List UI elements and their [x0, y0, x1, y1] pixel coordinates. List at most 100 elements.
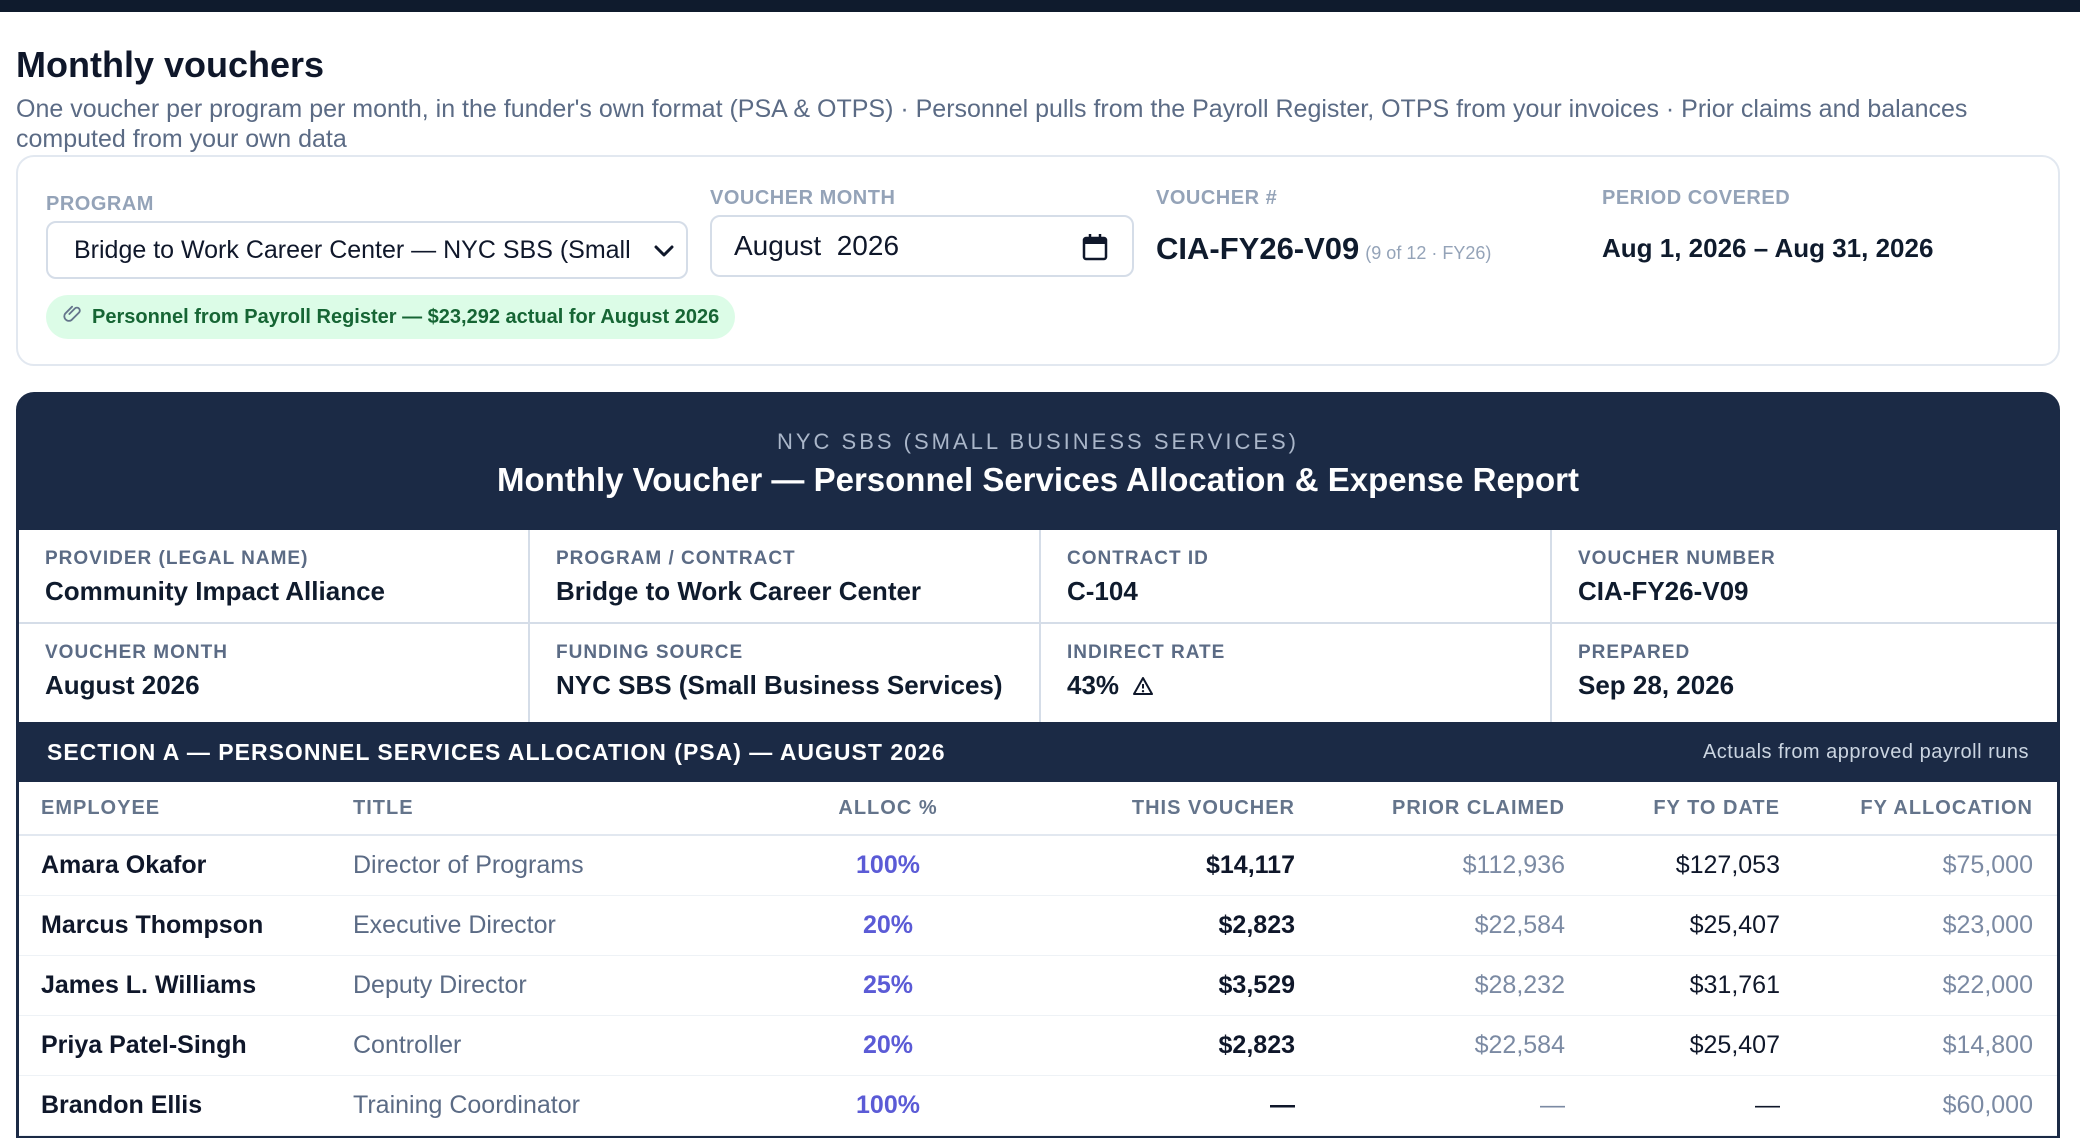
info-value: Bridge to Work Career Center: [556, 576, 922, 606]
fy-allocation-amount: $23,000: [1780, 895, 2057, 956]
voucher-info-grid: PROVIDER (LEGAL NAME) Community Impact A…: [19, 530, 2057, 722]
fy-to-date-amount: $25,407: [1565, 1015, 1780, 1076]
page-title: Monthly vouchers: [16, 44, 325, 85]
voucher-title: Monthly Voucher — Personnel Services All…: [497, 461, 1579, 498]
section-a-header: SECTION A — PERSONNEL SERVICES ALLOCATIO…: [19, 722, 2057, 782]
voucher-sequence: (9 of 12 · FY26): [1365, 243, 1492, 263]
info-provider: PROVIDER (LEGAL NAME) Community Impact A…: [19, 530, 528, 622]
employee-name: James L. Williams: [19, 955, 353, 1016]
info-label: INDIRECT RATE: [1067, 642, 1226, 663]
employee-name: Brandon Ellis: [19, 1075, 353, 1136]
employee-name: Marcus Thompson: [19, 895, 353, 956]
fy-allocation-amount: $75,000: [1780, 835, 2057, 896]
paperclip-icon: [62, 303, 84, 331]
employee-name: Priya Patel-Singh: [19, 1015, 353, 1076]
fy-allocation-amount: $22,000: [1780, 955, 2057, 1016]
employee-title: Training Coordinator: [353, 1075, 813, 1136]
info-label: CONTRACT ID: [1067, 548, 1209, 569]
info-label: PROVIDER (LEGAL NAME): [45, 548, 309, 569]
info-label: VOUCHER MONTH: [45, 642, 228, 663]
this-voucher-amount: $2,823: [963, 1015, 1295, 1076]
this-voucher-amount: —: [963, 1075, 1295, 1136]
info-label: VOUCHER NUMBER: [1578, 548, 1776, 569]
info-value: August 2026: [45, 670, 200, 700]
fy-allocation-amount: $60,000: [1780, 1075, 2057, 1136]
table-row[interactable]: Amara Okafor Director of Programs 100% $…: [19, 835, 2057, 896]
voucher-number-label: VOUCHER #: [1156, 187, 1278, 209]
prior-claimed-amount: —: [1295, 1075, 1565, 1136]
fy-to-date-amount: $31,761: [1565, 955, 1780, 1016]
voucher-month-label: VOUCHER MONTH: [710, 187, 896, 209]
fy-allocation-amount: $14,800: [1780, 1015, 2057, 1076]
info-program: PROGRAM / CONTRACT Bridge to Work Career…: [530, 530, 1039, 622]
col-title[interactable]: TITLE: [353, 782, 813, 836]
section-a-note: Actuals from approved payroll runs: [1702, 740, 2029, 763]
prior-claimed-amount: $22,584: [1295, 1015, 1565, 1076]
voucher-controls: PROGRAM Bridge to Work Career Center — N…: [16, 155, 2060, 366]
funder-name: NYC SBS (SMALL BUSINESS SERVICES): [776, 429, 1300, 454]
top-bar: [0, 0, 2080, 12]
info-indirect-rate: INDIRECT RATE 43%: [1041, 624, 1550, 722]
alloc-percent[interactable]: 20%: [813, 895, 963, 956]
alloc-percent[interactable]: 20%: [813, 1015, 963, 1076]
info-value: Community Impact Alliance: [45, 576, 385, 606]
alloc-percent[interactable]: 100%: [813, 1075, 963, 1136]
info-value: C-104: [1067, 576, 1138, 606]
chevron-down-icon: [650, 237, 678, 265]
this-voucher-amount: $2,823: [963, 895, 1295, 956]
info-label: PREPARED: [1578, 642, 1691, 663]
info-value: 43%: [1067, 670, 1120, 700]
psa-header-row: EMPLOYEE TITLE ALLOC % THIS VOUCHER PRIO…: [19, 782, 2057, 836]
voucher-number-display: CIA-FY26-V09 (9 of 12 · FY26): [1156, 231, 1491, 267]
calendar-icon[interactable]: [1082, 233, 1108, 268]
employee-title: Executive Director: [353, 895, 813, 956]
info-prepared: PREPARED Sep 28, 2026: [1552, 624, 2057, 722]
voucher-document: NYC SBS (SMALL BUSINESS SERVICES) Monthl…: [16, 392, 2060, 1138]
col-employee[interactable]: EMPLOYEE: [19, 782, 353, 836]
voucher-header: NYC SBS (SMALL BUSINESS SERVICES) Monthl…: [19, 395, 2057, 530]
voucher-month-value: August 2026: [734, 230, 900, 261]
employee-title: Controller: [353, 1015, 813, 1076]
col-fy-to-date[interactable]: FY TO DATE: [1565, 782, 1780, 836]
col-alloc[interactable]: ALLOC %: [813, 782, 963, 836]
program-select[interactable]: Bridge to Work Career Center — NYC SBS (…: [46, 221, 688, 279]
info-value: CIA-FY26-V09: [1578, 576, 1749, 606]
info-label: PROGRAM / CONTRACT: [556, 548, 796, 569]
payroll-status-pill: Personnel from Payroll Register — $23,29…: [46, 295, 736, 339]
fy-to-date-amount: $127,053: [1565, 835, 1780, 896]
voucher-month-input[interactable]: August 2026: [710, 215, 1134, 277]
info-contract-id: CONTRACT ID C-104: [1041, 530, 1550, 622]
info-value-row: 43%: [1067, 670, 1524, 703]
info-voucher-number: VOUCHER NUMBER CIA-FY26-V09: [1552, 530, 2057, 622]
info-value: NYC SBS (Small Business Services): [556, 670, 1003, 700]
table-row[interactable]: James L. Williams Deputy Director 25% $3…: [19, 955, 2057, 1016]
page-subtitle: One voucher per program per month, in th…: [16, 95, 1968, 153]
fy-to-date-amount: —: [1565, 1075, 1780, 1136]
warning-icon[interactable]: [1132, 672, 1154, 703]
program-select-value: Bridge to Work Career Center — NYC SBS (…: [74, 235, 631, 264]
table-row[interactable]: Marcus Thompson Executive Director 20% $…: [19, 895, 2057, 956]
table-row[interactable]: Priya Patel-Singh Controller 20% $2,823 …: [19, 1015, 2057, 1076]
payroll-status-text: Personnel from Payroll Register — $23,29…: [92, 305, 720, 328]
alloc-percent[interactable]: 25%: [813, 955, 963, 1016]
col-fy-allocation[interactable]: FY ALLOCATION: [1780, 782, 2057, 836]
info-funding-source: FUNDING SOURCE NYC SBS (Small Business S…: [530, 624, 1039, 722]
fy-to-date-amount: $25,407: [1565, 895, 1780, 956]
period-covered-value: Aug 1, 2026 – Aug 31, 2026: [1602, 233, 1934, 263]
employee-name: Amara Okafor: [19, 835, 353, 896]
prior-claimed-amount: $28,232: [1295, 955, 1565, 1016]
alloc-percent[interactable]: 100%: [813, 835, 963, 896]
col-prior-claimed[interactable]: PRIOR CLAIMED: [1295, 782, 1565, 836]
employee-title: Director of Programs: [353, 835, 813, 896]
table-row[interactable]: Brandon Ellis Training Coordinator 100% …: [19, 1075, 2057, 1136]
this-voucher-amount: $14,117: [963, 835, 1295, 896]
section-a-title: SECTION A — PERSONNEL SERVICES ALLOCATIO…: [47, 738, 946, 765]
info-value: Sep 28, 2026: [1578, 670, 1735, 700]
info-label: FUNDING SOURCE: [556, 642, 744, 663]
prior-claimed-amount: $112,936: [1295, 835, 1565, 896]
info-voucher-month: VOUCHER MONTH August 2026: [19, 624, 528, 722]
col-this-voucher[interactable]: THIS VOUCHER: [963, 782, 1295, 836]
prior-claimed-amount: $22,584: [1295, 895, 1565, 956]
voucher-number-value: CIA-FY26-V09: [1156, 231, 1360, 266]
this-voucher-amount: $3,529: [963, 955, 1295, 1016]
